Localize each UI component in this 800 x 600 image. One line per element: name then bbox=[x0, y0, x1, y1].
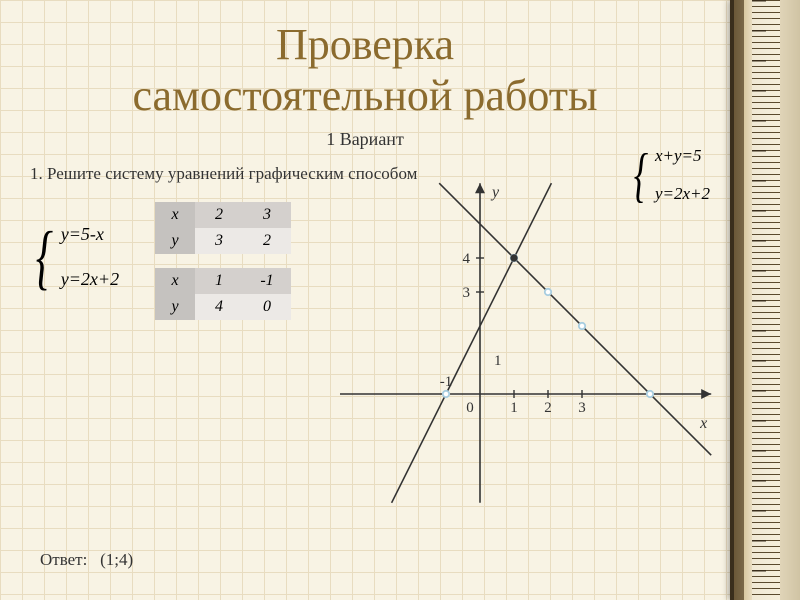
given-eq-1: x+y=5 bbox=[655, 146, 710, 166]
table-row-label: y bbox=[155, 294, 195, 320]
svg-text:-1: -1 bbox=[440, 374, 453, 390]
slide-content: Проверка самостоятельной работы 1 Вариан… bbox=[0, 0, 730, 600]
derived-eq-1: y=5-x bbox=[61, 224, 119, 245]
table-row-label: x bbox=[155, 268, 195, 294]
table-cell: 1 bbox=[195, 268, 243, 294]
ruler-decoration bbox=[730, 0, 800, 600]
answer-label: Ответ: bbox=[40, 550, 87, 569]
svg-text:1: 1 bbox=[510, 400, 518, 416]
svg-text:2: 2 bbox=[544, 400, 552, 416]
table-cell: 3 bbox=[243, 202, 291, 228]
table-row-label: x bbox=[155, 202, 195, 228]
svg-text:y: y bbox=[490, 184, 500, 201]
svg-text:1: 1 bbox=[494, 353, 502, 369]
table-cell: 4 bbox=[195, 294, 243, 320]
title-line-2: самостоятельной работы bbox=[132, 71, 597, 120]
answer-value: (1;4) bbox=[100, 550, 133, 569]
table-line-1: x 2 3 y 3 2 bbox=[155, 202, 291, 254]
svg-text:3: 3 bbox=[578, 400, 586, 416]
value-tables: x 2 3 y 3 2 x 1 -1 y 4 bbox=[155, 202, 291, 320]
brace-icon: { bbox=[36, 225, 53, 290]
table-line-2: x 1 -1 y 4 0 bbox=[155, 268, 291, 320]
table-cell: -1 bbox=[243, 268, 291, 294]
svg-text:3: 3 bbox=[463, 285, 471, 301]
svg-text:4: 4 bbox=[463, 251, 471, 267]
table-cell: 2 bbox=[243, 228, 291, 254]
svg-text:0: 0 bbox=[466, 400, 474, 416]
table-row-label: y bbox=[155, 228, 195, 254]
answer-line: Ответ: (1;4) bbox=[40, 550, 133, 570]
work-area: { x+y=5 y=2x+2 { y=5-x y=2x+2 x 2 3 y bbox=[30, 184, 700, 504]
table-cell: 3 bbox=[195, 228, 243, 254]
table-cell: 0 bbox=[243, 294, 291, 320]
svg-text:x: x bbox=[699, 415, 707, 432]
derived-eq-2: y=2x+2 bbox=[61, 269, 119, 290]
coordinate-chart: 1 2 3 3 4 -1 0 1 x y bbox=[340, 174, 720, 504]
title-line-1: Проверка bbox=[276, 20, 454, 69]
table-cell: 2 bbox=[195, 202, 243, 228]
variant-subtitle: 1 Вариант bbox=[30, 129, 700, 150]
derived-system: { y=5-x y=2x+2 bbox=[30, 224, 119, 290]
page-title: Проверка самостоятельной работы bbox=[30, 20, 700, 121]
